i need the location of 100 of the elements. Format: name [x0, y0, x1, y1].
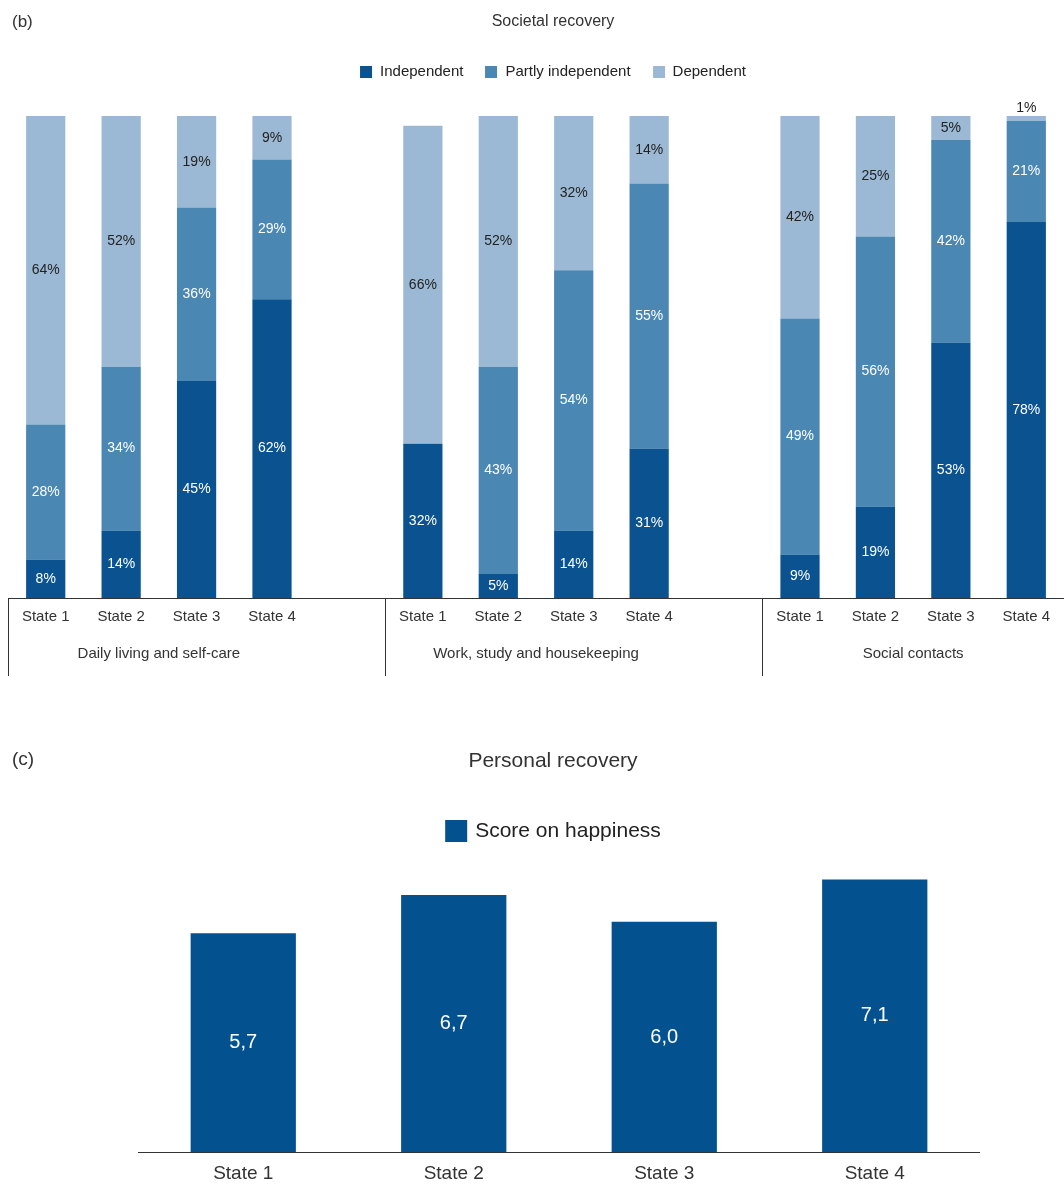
data-label: 19%	[861, 543, 890, 560]
data-label: 28%	[31, 482, 60, 499]
x-tick-label: State 1	[399, 607, 447, 625]
bar	[1006, 116, 1046, 121]
data-label: 9%	[789, 567, 811, 584]
x-tick-label: State 1	[213, 1161, 274, 1183]
data-label: 29%	[257, 220, 287, 237]
bar	[101, 366, 141, 531]
data-label: 6,7	[439, 1011, 468, 1034]
data-label: 8%	[35, 569, 56, 586]
bar	[855, 506, 896, 598]
bar	[403, 125, 443, 444]
bar	[401, 894, 507, 1153]
data-label: 45%	[182, 480, 211, 497]
text: (b)	[12, 12, 33, 32]
x-tick-label: State 3	[549, 607, 598, 625]
bar	[252, 116, 292, 160]
bar	[478, 366, 518, 574]
bar	[780, 116, 820, 319]
bar	[176, 381, 217, 598]
x-tick-label: State 3	[634, 1161, 695, 1183]
data-label: 64%	[31, 261, 60, 278]
x-tick-label: State 3	[172, 607, 221, 625]
data-label: 1%	[1016, 98, 1037, 115]
data-label: 14%	[107, 555, 136, 572]
text: Daily living and self-care	[77, 644, 241, 661]
text: Social contacts	[862, 644, 964, 661]
bar	[26, 424, 66, 560]
bar	[611, 921, 717, 1153]
bar	[101, 530, 141, 598]
bar	[26, 559, 66, 598]
bar	[855, 236, 896, 507]
data-label: 5,7	[229, 1030, 258, 1053]
bar	[1006, 222, 1046, 598]
x-tick-label: State 1	[21, 607, 70, 625]
data-label: 52%	[107, 232, 136, 249]
bar	[252, 299, 292, 598]
text: Work, study and housekeeping	[433, 644, 639, 661]
data-label: 55%	[635, 306, 664, 323]
bar	[554, 530, 594, 598]
bar	[176, 207, 217, 382]
data-label: 6,0	[650, 1024, 679, 1047]
data-label: 21%	[1012, 162, 1041, 179]
bar	[629, 183, 669, 449]
data-label: 52%	[484, 232, 513, 249]
data-label: 32%	[408, 511, 437, 528]
bar	[931, 140, 971, 343]
bar	[101, 116, 141, 367]
data-label: 34%	[107, 439, 136, 456]
bar	[252, 159, 292, 300]
bar	[822, 879, 928, 1153]
data-label: 14%	[635, 140, 664, 157]
data-label: 62%	[257, 439, 287, 456]
x-tick-label: State 2	[474, 607, 523, 625]
x-tick-label: State 4	[248, 607, 296, 625]
data-label: 9%	[261, 128, 283, 145]
bar	[931, 342, 971, 598]
bar	[1006, 120, 1046, 223]
data-label: 78%	[1012, 400, 1041, 417]
x-tick-label: State 4	[1002, 607, 1051, 625]
x-tick-label: State 2	[851, 607, 900, 625]
data-label: 53%	[936, 461, 965, 478]
x-tick-label: State 4	[844, 1161, 906, 1183]
data-label: 25%	[861, 167, 890, 184]
bar	[176, 116, 217, 208]
data-label: 43%	[484, 461, 513, 478]
data-label: 5%	[488, 576, 509, 593]
x-tick-label: State 2	[97, 607, 145, 625]
legend-label: Independent	[380, 62, 464, 79]
bar	[855, 116, 896, 237]
data-label: 14%	[559, 555, 588, 572]
data-label: 36%	[182, 285, 211, 302]
bar	[629, 116, 669, 184]
x-tick-label: State 4	[625, 607, 673, 625]
bar	[26, 116, 66, 425]
bar	[780, 318, 820, 555]
data-label: 7,1	[860, 1003, 889, 1026]
data-label: 66%	[408, 275, 437, 292]
data-label: 42%	[936, 232, 965, 249]
bar	[478, 116, 518, 367]
legend-label: Score on happiness	[475, 818, 661, 841]
data-label: 54%	[559, 391, 588, 408]
legend-label: Dependent	[672, 62, 746, 79]
chart-title: Societal recovery	[491, 12, 615, 30]
bar	[190, 933, 296, 1153]
data-label: 19%	[182, 152, 211, 169]
x-tick-label: State 3	[927, 607, 975, 625]
data-label: 32%	[559, 183, 588, 200]
legend-label: Partly independent	[505, 62, 631, 79]
data-label: 56%	[861, 362, 890, 379]
bar	[554, 270, 594, 531]
data-label: 31%	[635, 514, 664, 531]
x-tick-label: State 2	[423, 1161, 484, 1183]
bar	[403, 443, 443, 598]
x-tick-label: State 1	[776, 607, 824, 625]
bar	[629, 448, 669, 598]
text: (c)	[12, 748, 35, 770]
chart-title: Personal recovery	[468, 748, 638, 772]
bar	[554, 116, 594, 271]
data-label: 42%	[785, 208, 815, 225]
